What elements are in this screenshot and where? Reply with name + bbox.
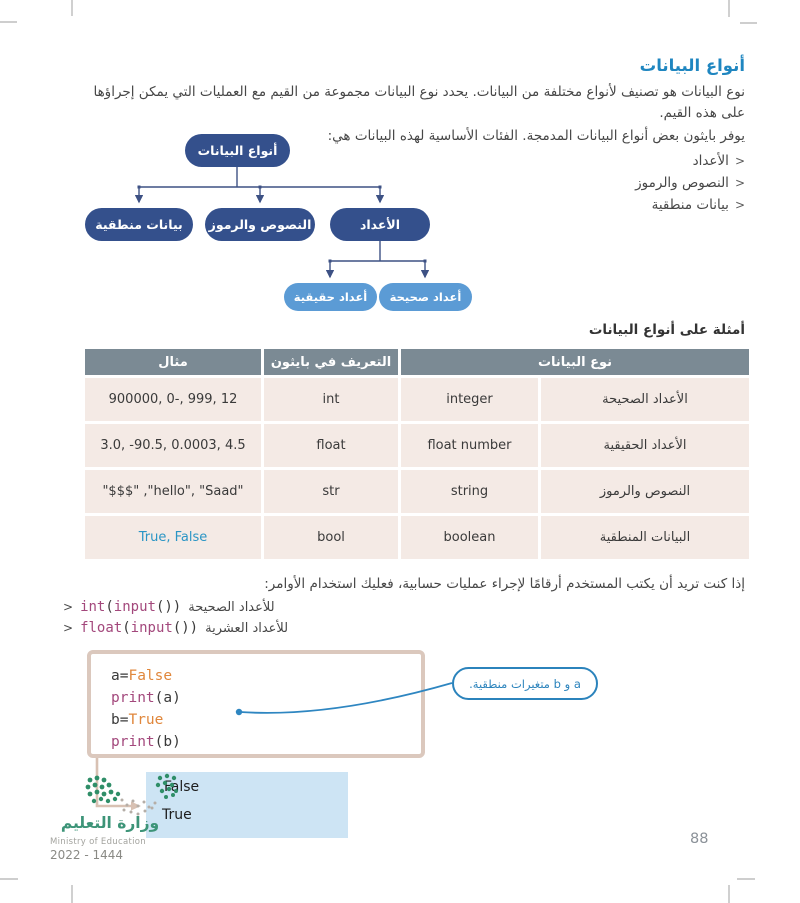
console-output-box: False True	[146, 772, 348, 838]
column-header-pydef: التعريف في بايثون	[264, 349, 398, 375]
command-line: > float(input()) للأعداد العشرية	[63, 620, 288, 636]
bullet-glyph: >	[734, 154, 745, 168]
page-title: أنواع البيانات	[639, 56, 745, 75]
table-cell-pydef: int	[264, 378, 398, 421]
table-cell-name-en: float number	[401, 424, 538, 467]
table-caption: أمثلة على أنواع البيانات	[588, 322, 745, 338]
code-line: a=False	[111, 668, 173, 684]
ministry-name-english: Ministry of Education	[50, 837, 146, 847]
diagram-node-strings: النصوص والرموز	[205, 208, 315, 241]
list-item-label: الأعداد	[692, 153, 729, 169]
diagram-node-numbers: الأعداد	[330, 208, 430, 241]
code-line: print(a)	[111, 690, 181, 706]
table-cell-name-en: string	[401, 470, 538, 513]
column-header-type: نوع البيانات	[401, 349, 749, 375]
table-cell-name-ar: الأعداد الصحيحة	[541, 378, 749, 421]
table-cell-example: 3.0, -90.5, 0.0003, 4.5	[85, 424, 261, 467]
table-cell-example: "$$$" ,"hello", "Saad"	[85, 470, 261, 513]
table-cell-name-ar: البيانات المنطقية	[541, 516, 749, 559]
table-cell-pydef: float	[264, 424, 398, 467]
code-block-lines: a=False print(a) b=True print(b)	[111, 665, 181, 753]
callout-bubble: a و b متغيرات منطقية.	[452, 667, 598, 700]
list-item: النصوص والرموز >	[635, 175, 745, 191]
output-line: False	[164, 779, 200, 795]
command-code: int(input())	[80, 599, 182, 615]
list-item-label: النصوص والرموز	[635, 175, 729, 191]
bullet-glyph: >	[734, 198, 745, 212]
table-cell-pydef: bool	[264, 516, 398, 559]
command-line: > int(input()) للأعداد الصحيحة	[63, 599, 275, 615]
table-cell-example: True, False	[85, 516, 261, 559]
intro-paragraph: نوع البيانات هو تصنيف لأنواع مختلفة من ا…	[93, 84, 745, 121]
table-cell-example: 900000, 0-, 999, 12	[85, 378, 261, 421]
command-marker: >	[63, 600, 74, 614]
output-line: True	[162, 807, 192, 823]
table-cell-name-ar: الأعداد الحقيقية	[541, 424, 749, 467]
diagram-node-boolean: بيانات منطقية	[85, 208, 193, 241]
column-header-example: مثال	[85, 349, 261, 375]
page-number: 88	[690, 831, 709, 847]
list-item: بيانات منطقية >	[652, 197, 745, 213]
code-line: b=True	[111, 712, 164, 728]
edition-years: 2022 - 1444	[50, 848, 124, 862]
command-label: للأعداد العشرية	[205, 620, 289, 636]
table-cell-name-en: integer	[401, 378, 538, 421]
table-cell-name-ar: النصوص والرموز	[541, 470, 749, 513]
table-cell-pydef: str	[264, 470, 398, 513]
diagram-node-root: أنواع البيانات	[185, 134, 290, 167]
command-marker: >	[63, 621, 74, 635]
list-item: الأعداد >	[693, 153, 745, 169]
intro-paragraph-2: يوفر بايثون بعض أنواع البيانات المدمجة. …	[327, 128, 745, 144]
list-item-label: بيانات منطقية	[651, 197, 729, 213]
commands-lead-text: إذا كنت تريد أن يكتب المستخدم أرقامًا لإ…	[264, 576, 745, 592]
diagram-node-float: أعداد حقيقية	[284, 283, 377, 311]
table-cell-name-en: boolean	[401, 516, 538, 559]
ministry-name-arabic: وزارة التعليم	[60, 814, 160, 832]
bullet-glyph: >	[734, 176, 745, 190]
diagram-node-integer: أعداد صحيحة	[379, 283, 472, 311]
command-label: للأعداد الصحيحة	[188, 599, 275, 615]
code-line: print(b)	[111, 734, 181, 750]
code-block: a=False print(a) b=True print(b)	[87, 650, 425, 758]
command-code: float(input())	[80, 620, 199, 636]
output-connector	[95, 758, 141, 811]
data-types-table: مثال التعريف في بايثون نوع البيانات 9000…	[85, 349, 749, 559]
